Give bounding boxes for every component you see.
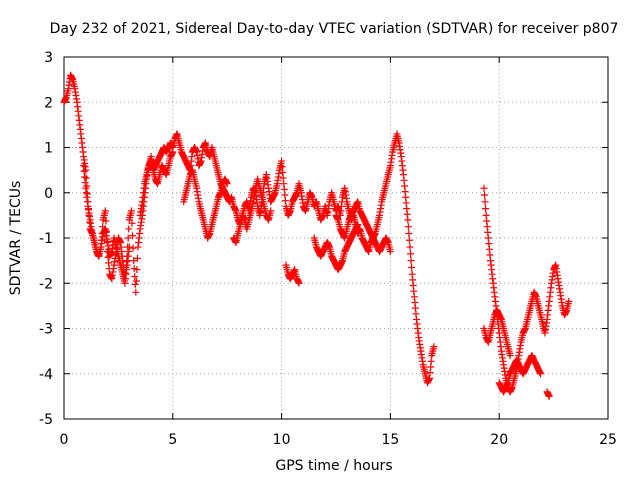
data-point xyxy=(169,148,177,156)
y-axis-label: SDTVAR / TECUs xyxy=(8,181,24,296)
data-point xyxy=(223,180,231,188)
data-point xyxy=(132,277,140,285)
x-tick-label: 5 xyxy=(168,432,177,448)
data-point xyxy=(545,392,553,400)
data-point xyxy=(482,205,490,213)
data-point xyxy=(386,248,394,256)
data-point xyxy=(408,263,416,271)
data-point xyxy=(82,166,90,174)
data-point xyxy=(481,191,489,199)
y-tick-label: -2 xyxy=(39,276,53,292)
data-point xyxy=(133,266,141,274)
x-tick-label: 10 xyxy=(273,432,291,448)
x-tick-label: 25 xyxy=(599,432,617,448)
data-points xyxy=(61,72,573,400)
data-point xyxy=(130,257,138,265)
chart-title: Day 232 of 2021, Sidereal Day-to-day VTE… xyxy=(50,21,619,37)
data-point xyxy=(127,207,135,215)
data-point xyxy=(82,174,90,182)
x-tick-label: 15 xyxy=(381,432,399,448)
data-point xyxy=(125,225,133,233)
data-point xyxy=(129,244,137,252)
data-point xyxy=(406,243,414,251)
data-point xyxy=(405,236,413,244)
data-point xyxy=(131,272,139,280)
data-point xyxy=(124,234,132,242)
data-point xyxy=(404,216,412,224)
data-point xyxy=(480,184,488,192)
x-tick-label: 20 xyxy=(490,432,508,448)
axis-ticks: 0 5 10 15 20 25 -5 -4 -3 -2 -1 0 1 2 3 xyxy=(39,50,617,448)
y-tick-label: 1 xyxy=(44,141,53,157)
data-point xyxy=(132,288,140,296)
y-tick-label: 3 xyxy=(44,50,53,66)
y-tick-label: -4 xyxy=(39,367,53,383)
data-point xyxy=(430,343,438,351)
data-point xyxy=(537,370,545,378)
data-point xyxy=(407,257,415,265)
gridlines xyxy=(64,57,608,419)
y-tick-label: 0 xyxy=(44,186,53,202)
data-point xyxy=(565,297,573,305)
data-point xyxy=(125,243,133,251)
data-point xyxy=(129,232,137,240)
data-point xyxy=(506,352,514,360)
y-tick-label: -3 xyxy=(39,322,53,338)
data-point xyxy=(131,280,139,288)
data-point xyxy=(267,207,275,215)
data-point xyxy=(101,207,109,215)
data-point xyxy=(481,198,489,206)
data-point xyxy=(128,219,136,227)
y-tick-label: 2 xyxy=(44,95,53,111)
data-point xyxy=(407,250,415,258)
data-point xyxy=(404,223,412,231)
y-tick-label: -5 xyxy=(39,412,53,428)
x-tick-label: 0 xyxy=(60,432,69,448)
data-point xyxy=(295,279,303,287)
data-point xyxy=(102,217,110,225)
x-axis-label: GPS time / hours xyxy=(275,458,392,474)
data-point xyxy=(354,220,362,228)
data-point xyxy=(405,229,413,237)
y-tick-label: -1 xyxy=(39,231,53,247)
data-point xyxy=(133,254,141,262)
